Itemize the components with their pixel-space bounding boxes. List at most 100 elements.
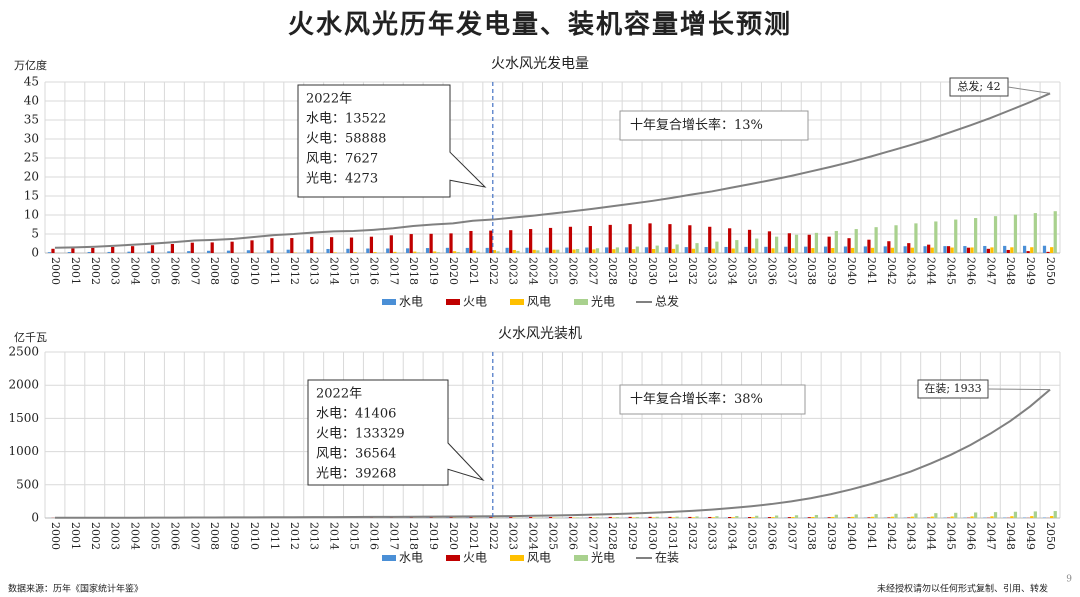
bar xyxy=(632,249,636,253)
x-tick-label: 2045 xyxy=(945,522,958,550)
x-tick-label: 2030 xyxy=(646,257,659,285)
bar xyxy=(914,513,918,518)
bar xyxy=(266,250,270,253)
bar xyxy=(326,248,330,253)
bar xyxy=(664,247,668,253)
bar xyxy=(615,247,620,253)
y-tick-label: 2000 xyxy=(8,378,39,392)
bar xyxy=(668,224,672,253)
x-tick-label: 2019 xyxy=(427,257,440,285)
bar xyxy=(489,517,493,518)
bar xyxy=(954,219,958,253)
callout-text: 光电：39268 xyxy=(316,467,396,482)
bar xyxy=(449,517,453,518)
bar xyxy=(313,252,317,253)
callout-text: 水电：41406 xyxy=(316,407,396,422)
x-tick-label: 2011 xyxy=(268,257,281,285)
bar xyxy=(529,517,533,518)
bar xyxy=(747,229,752,253)
legend-swatch xyxy=(510,299,524,305)
bar xyxy=(874,514,878,518)
bar xyxy=(744,246,748,253)
bar xyxy=(529,229,533,253)
bar xyxy=(167,251,171,253)
bar xyxy=(675,244,679,253)
bar xyxy=(465,247,469,253)
bar xyxy=(369,236,374,253)
x-tick-label: 2046 xyxy=(964,257,977,285)
x-tick-label: 2024 xyxy=(527,522,540,550)
bar xyxy=(863,246,867,253)
bar xyxy=(592,249,596,253)
bar xyxy=(854,229,858,253)
bar xyxy=(632,517,636,518)
bar xyxy=(226,250,231,253)
legend-label: 光电 xyxy=(591,295,615,309)
y-tick-label: 500 xyxy=(16,477,39,491)
bar xyxy=(827,236,831,253)
bar xyxy=(509,517,513,518)
bar xyxy=(366,248,370,253)
bar xyxy=(715,241,719,253)
bar xyxy=(329,237,334,253)
x-tick-label: 2003 xyxy=(109,257,122,285)
legend-label: 火电 xyxy=(463,295,487,309)
callout-box xyxy=(307,379,485,486)
x-tick-label: 2025 xyxy=(547,522,560,550)
x-tick-label: 2022 xyxy=(487,257,500,285)
bar xyxy=(425,248,430,253)
x-tick-label: 2013 xyxy=(308,522,321,550)
bar xyxy=(684,247,688,253)
x-tick-label: 2043 xyxy=(905,257,918,285)
x-tick-label: 2036 xyxy=(765,522,778,550)
bar xyxy=(930,516,934,518)
bar xyxy=(784,246,788,253)
x-tick-label: 2032 xyxy=(686,257,699,285)
bar xyxy=(655,245,659,253)
bar xyxy=(516,250,520,253)
x-tick-label: 2046 xyxy=(964,522,977,550)
bar xyxy=(870,516,875,518)
legend-swatch xyxy=(446,555,460,561)
x-tick-label: 2006 xyxy=(168,522,181,550)
bar xyxy=(755,238,759,253)
legend-label: 水电 xyxy=(399,551,423,565)
x-tick-label: 2033 xyxy=(706,257,719,285)
x-tick-label: 2024 xyxy=(527,257,540,285)
bar xyxy=(111,246,115,253)
bar xyxy=(393,251,397,253)
page-title: 火水风光历年发电量、装机容量增长预测 xyxy=(288,9,792,40)
bar xyxy=(1030,247,1034,253)
x-tick-label: 2003 xyxy=(109,522,122,550)
bar xyxy=(747,517,752,518)
bar xyxy=(715,516,719,518)
bar xyxy=(608,516,612,518)
y-tick-label: 0 xyxy=(31,511,39,525)
bar xyxy=(903,246,907,253)
bar xyxy=(615,517,620,518)
bar xyxy=(485,247,489,253)
bar xyxy=(950,516,954,518)
x-tick-label: 2000 xyxy=(49,522,62,550)
bar xyxy=(954,512,958,518)
x-tick-label: 2028 xyxy=(606,522,619,550)
y-tick-label: 35 xyxy=(24,113,39,127)
legend-swatch xyxy=(446,299,460,305)
bar xyxy=(548,517,553,518)
legend-swatch xyxy=(574,555,588,561)
bar xyxy=(416,252,420,253)
chart-title: 火水风光发电量 xyxy=(491,56,589,72)
bar xyxy=(711,248,715,253)
x-tick-label: 2020 xyxy=(447,257,460,285)
bar xyxy=(688,516,692,518)
x-tick-label: 2016 xyxy=(367,257,380,285)
callout-text: 2022年 xyxy=(306,92,352,107)
bar xyxy=(190,242,194,253)
end-label: 总发; 42 xyxy=(957,79,1000,93)
x-tick-label: 2018 xyxy=(407,522,420,550)
bar xyxy=(923,246,927,253)
bar xyxy=(386,248,390,253)
x-tick-label: 2040 xyxy=(845,522,858,550)
x-tick-label: 2048 xyxy=(1004,522,1017,550)
legend-swatch xyxy=(382,555,396,561)
